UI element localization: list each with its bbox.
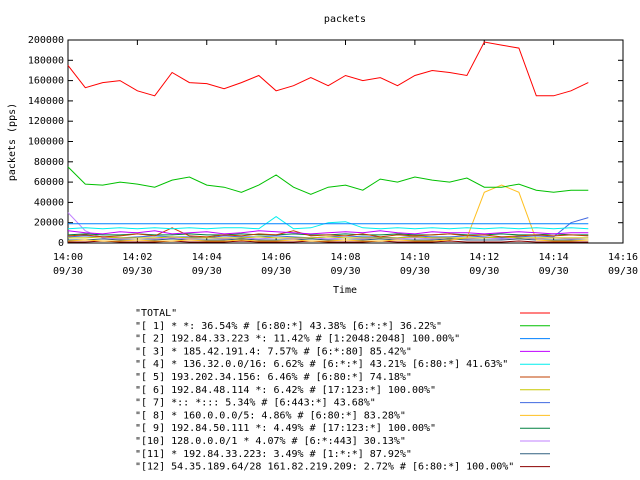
plot-frame bbox=[67, 39, 624, 244]
y-tick-label: 60000 bbox=[34, 177, 64, 188]
legend-label: "[ 8] * 160.0.0.0/5: 4.86% # [6:80:*] 83… bbox=[135, 410, 406, 421]
legend-label: "[10] 128.0.0.0/1 * 4.07% # [6:*:443] 30… bbox=[135, 436, 406, 447]
x-tick-label: 14:00 09/30 bbox=[53, 252, 83, 277]
legend-label: "TOTAL" bbox=[135, 308, 177, 319]
series-line bbox=[67, 230, 589, 235]
y-tick-label: 200000 bbox=[28, 35, 64, 46]
y-tick-label: 100000 bbox=[28, 137, 64, 148]
y-tick-label: 20000 bbox=[34, 218, 64, 229]
chart-title: packets bbox=[324, 14, 366, 25]
y-tick-label: 140000 bbox=[28, 96, 64, 107]
y-tick-label: 0 bbox=[58, 238, 64, 249]
series-line bbox=[67, 184, 589, 242]
x-tick-label: 14:02 09/30 bbox=[122, 252, 152, 277]
series-line bbox=[67, 227, 589, 238]
legend-label: "[ 4] * 136.32.0.0/16: 6.62% # [6:*:*] 4… bbox=[135, 359, 508, 370]
x-tick-label: 14:06 09/30 bbox=[261, 252, 291, 277]
x-axis-label: Time bbox=[333, 285, 357, 296]
x-tick-label: 14:10 09/30 bbox=[400, 252, 430, 277]
series-line bbox=[67, 212, 589, 240]
series-line bbox=[68, 236, 589, 239]
x-tick-label: 14:12 09/30 bbox=[469, 252, 499, 277]
series-line bbox=[67, 166, 589, 195]
x-tick-label: 14:16 09/30 bbox=[608, 252, 638, 277]
x-tick-label: 14:14 09/30 bbox=[539, 252, 569, 277]
legend-label: "[ 2] 192.84.33.223 *: 11.42% # [1:2048:… bbox=[135, 334, 460, 345]
series-line bbox=[67, 215, 589, 230]
legend-label: "[12] 54.35.189.64/28 161.82.219.209: 2.… bbox=[135, 462, 514, 473]
legend-label: "[ 3] * 185.42.191.4: 7.57% # [6:*:80] 8… bbox=[135, 346, 412, 357]
series-line bbox=[67, 41, 589, 97]
legend-label: "[ 7] *:: *::: 5.34% # [6:443:*] 43.68%" bbox=[135, 398, 376, 409]
series-line bbox=[68, 240, 589, 243]
y-tick-label: 80000 bbox=[34, 157, 64, 168]
series-line bbox=[68, 238, 589, 241]
x-tick-label: 14:08 09/30 bbox=[330, 252, 360, 277]
y-tick-label: 40000 bbox=[34, 197, 64, 208]
y-tick-label: 160000 bbox=[28, 76, 64, 87]
y-tick-label: 120000 bbox=[28, 116, 64, 127]
y-axis-label: packets (pps) bbox=[7, 103, 18, 181]
legend-label: "[ 9] 192.84.50.111 *: 4.49% # [17:123:*… bbox=[135, 423, 436, 434]
legend-label: "[11] * 192.84.33.223: 3.49% # [1:*:*] 8… bbox=[135, 449, 412, 460]
legend-label: "[ 6] 192.84.48.114 *: 6.42% # [17:123:*… bbox=[135, 385, 436, 396]
x-tick-label: 14:04 09/30 bbox=[192, 252, 222, 277]
legend-label: "[ 1] * *: 36.54% # [6:80:*] 43.38% [6:*… bbox=[135, 321, 442, 332]
y-tick-label: 180000 bbox=[28, 55, 64, 66]
legend-label: "[ 5] 193.202.34.156: 6.46% # [6:80:*] 7… bbox=[135, 372, 412, 383]
